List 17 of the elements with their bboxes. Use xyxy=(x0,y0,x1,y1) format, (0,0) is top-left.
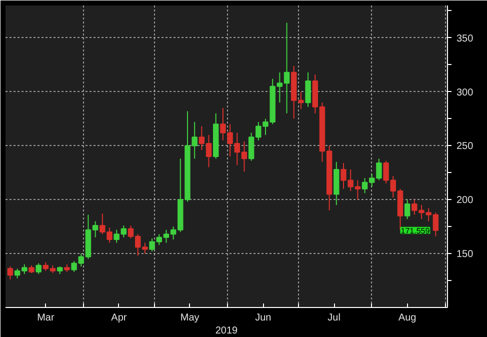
y-tick-label: 200 xyxy=(456,195,474,206)
y-tick-label: 150 xyxy=(456,249,474,260)
x-axis-title: 2019 xyxy=(215,326,238,336)
candlestick xyxy=(7,266,14,280)
y-tick-label: 350 xyxy=(456,33,474,44)
x-tick-label: Apr xyxy=(111,312,128,324)
y-tick-label: 300 xyxy=(456,87,474,98)
y-tick-label: 250 xyxy=(456,141,474,152)
candlestick xyxy=(404,199,410,220)
candlestick xyxy=(305,72,311,108)
candlestick xyxy=(36,262,42,275)
x-tick-label: Jul xyxy=(328,312,340,324)
x-tick-label: Mar xyxy=(37,312,55,324)
x-tick-label: Aug xyxy=(398,312,416,324)
annotation: 171.559 xyxy=(400,226,430,236)
x-tick-label: May xyxy=(180,312,200,324)
x-tick-label: Jun xyxy=(255,312,272,324)
